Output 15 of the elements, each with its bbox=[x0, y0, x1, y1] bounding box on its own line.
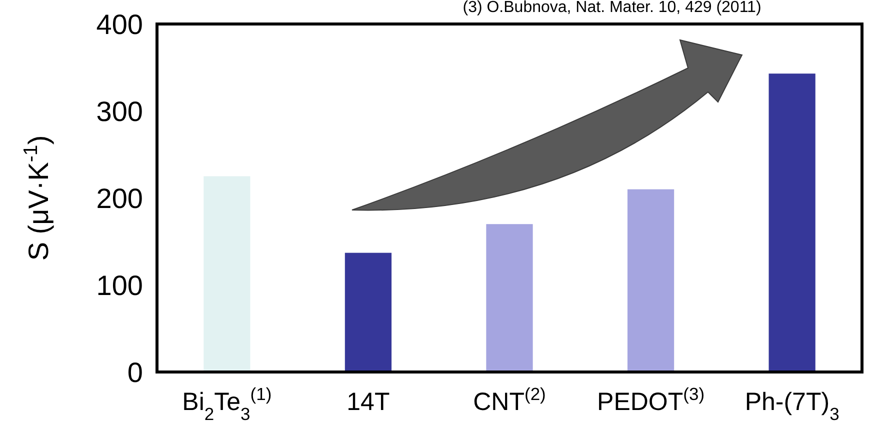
y-tick-label: 100 bbox=[96, 270, 143, 301]
bar bbox=[768, 74, 816, 372]
x-tick-label: Ph-(7T)$_{3}$ bbox=[744, 388, 840, 424]
bar bbox=[627, 189, 674, 372]
y-tick-label: 300 bbox=[96, 96, 143, 127]
bar bbox=[344, 252, 392, 372]
bar bbox=[204, 176, 250, 372]
y-tick-label: 200 bbox=[96, 182, 143, 214]
x-tick-label: PEDOT$^{(3)}$ bbox=[597, 384, 705, 416]
x-tick-label: 14T bbox=[346, 388, 390, 416]
y-tick-label: 400 bbox=[96, 8, 143, 40]
bar bbox=[486, 224, 533, 372]
y-tick-label: 0 bbox=[127, 356, 143, 388]
x-tick-label: CNT$^{(2)}$ bbox=[473, 384, 546, 416]
text: (3) O.Bubnova, Nat. Mater. 10, 429 (2011) bbox=[462, 0, 762, 16]
